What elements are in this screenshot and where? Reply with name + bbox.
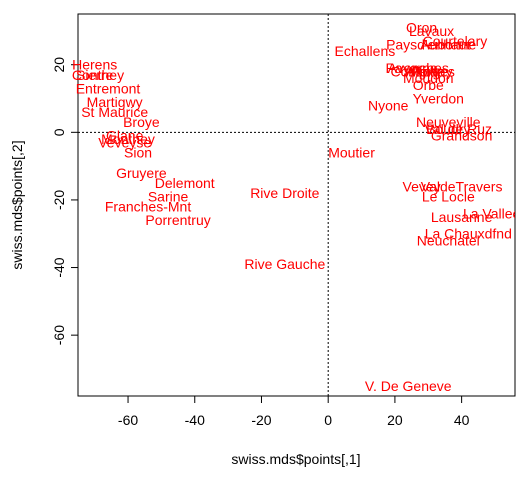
point-label: Yverdon	[413, 91, 464, 107]
x-axis-label: swiss.mds$points[,1]	[231, 451, 360, 467]
point-label: Oron	[406, 20, 437, 36]
point-label: La Vallee	[463, 205, 521, 221]
x-tick-label: -40	[185, 412, 205, 428]
point-label: Porrentruy	[145, 212, 210, 228]
point-label: Aigle	[406, 63, 437, 79]
point-label: Veveyse	[98, 134, 151, 150]
point-label: Broye	[123, 114, 160, 130]
point-label: Sarine	[148, 189, 189, 205]
point-label: Lavaux	[409, 23, 454, 39]
x-tick-label: -60	[118, 412, 138, 428]
point-label: Moutier	[328, 145, 375, 161]
x-tick-label: -20	[251, 412, 271, 428]
point-label: Rive Gauche	[244, 256, 325, 272]
point-label: Neuchatel	[417, 232, 480, 248]
point-label: Delemont	[155, 175, 215, 191]
x-tick-label: 0	[324, 412, 332, 428]
point-label: Payerne	[386, 60, 438, 76]
point-label: Orbe	[413, 77, 444, 93]
point-label: ValdeTravers	[421, 178, 503, 194]
y-tick-label: -60	[51, 325, 67, 345]
point-label: Moudon	[403, 70, 454, 86]
point-label: Vevey	[403, 178, 441, 194]
y-tick-label: -40	[51, 257, 67, 277]
point-label: Neuveville	[416, 114, 481, 130]
point-label: Glane	[106, 128, 144, 144]
x-tick-label: 20	[387, 412, 403, 428]
y-tick-label: 20	[51, 57, 67, 73]
point-label: Sierre	[76, 67, 114, 83]
point-label: La Chauxdfnd	[425, 226, 512, 242]
point-labels: Courtelary Delemont Franches-Mnt Moutier Neu…	[72, 20, 521, 394]
point-label: Monthey	[101, 131, 155, 147]
point-label: Nyone	[368, 97, 409, 113]
point-label: Echallens	[335, 43, 396, 59]
point-label: Morges	[408, 63, 455, 79]
y-axis: 20 0 -20 -40 -60	[51, 57, 78, 345]
point-label: V. De Geneve	[365, 378, 452, 394]
point-label: Rolle	[412, 63, 444, 79]
point-label: Le Locle	[422, 189, 475, 205]
point-label: Martigwy	[87, 94, 143, 110]
point-label: Val de Ruz	[425, 121, 492, 137]
y-axis-label: swiss.mds$points[,2]	[9, 140, 25, 269]
point-label: Conthey	[72, 67, 124, 83]
point-label: Boudry	[426, 121, 470, 137]
point-label: Aubonne	[420, 36, 476, 52]
y-tick-label: -20	[51, 190, 67, 210]
x-axis: -60 -40 -20 0 20 40	[118, 396, 470, 428]
point-label: Gruyere	[116, 165, 167, 181]
point-label: Rive Droite	[250, 185, 319, 201]
point-label: Lausanne	[431, 209, 493, 225]
point-label: Grandson	[431, 128, 492, 144]
point-label: Cossonay	[390, 63, 452, 79]
x-tick-label: 40	[454, 412, 470, 428]
point-label: Entremont	[76, 80, 141, 96]
point-label: Paysd'enhaut	[386, 36, 471, 52]
point-label: Sion	[124, 145, 152, 161]
point-label: Franches-Mnt	[105, 199, 191, 215]
point-label: Courtelary	[423, 33, 488, 49]
y-tick-label: 0	[51, 128, 67, 136]
plot-frame	[77, 13, 516, 397]
point-label: Avenches	[388, 60, 449, 76]
point-label: St Maurice	[81, 104, 148, 120]
point-label: Herens	[72, 57, 117, 73]
